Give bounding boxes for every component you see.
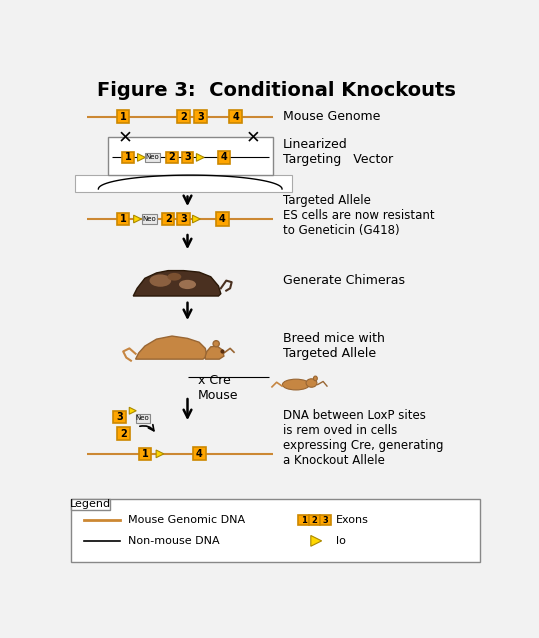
Bar: [162, 213, 174, 225]
Polygon shape: [311, 535, 322, 546]
Text: 2: 2: [165, 214, 171, 224]
Bar: [195, 110, 207, 122]
Bar: [230, 110, 242, 122]
Text: Linearized
Targeting   Vector: Linearized Targeting Vector: [283, 138, 393, 166]
Text: Exons: Exons: [336, 515, 369, 525]
Text: Neo: Neo: [146, 154, 160, 160]
Bar: [71, 498, 480, 561]
Bar: [216, 212, 229, 226]
Text: Generate Chimeras: Generate Chimeras: [283, 274, 405, 287]
Text: 1: 1: [120, 214, 127, 224]
Ellipse shape: [282, 379, 309, 390]
Polygon shape: [136, 336, 207, 359]
Ellipse shape: [213, 341, 219, 347]
Bar: [298, 515, 309, 526]
Bar: [166, 152, 178, 163]
Polygon shape: [192, 215, 201, 223]
Polygon shape: [129, 407, 136, 414]
Text: 1: 1: [142, 449, 148, 459]
Text: 3: 3: [322, 516, 328, 524]
Bar: [218, 151, 230, 163]
Bar: [309, 515, 320, 526]
Text: 2: 2: [169, 152, 175, 163]
Text: Neo: Neo: [136, 415, 149, 422]
Bar: [113, 411, 126, 423]
Bar: [182, 152, 194, 163]
Text: 4: 4: [232, 112, 239, 122]
Bar: [192, 447, 206, 461]
Text: Targeted Allele
ES cells are now resistant
to Geneticin (G418): Targeted Allele ES cells are now resista…: [283, 194, 434, 237]
Text: x Cre
Mouse: x Cre Mouse: [198, 375, 238, 403]
Polygon shape: [134, 215, 141, 223]
Bar: [117, 110, 129, 122]
Text: Neo: Neo: [143, 216, 156, 222]
Text: Mouse Genome: Mouse Genome: [283, 110, 380, 123]
Bar: [142, 214, 157, 224]
Text: 1: 1: [301, 516, 307, 524]
Bar: [71, 498, 110, 510]
Text: 3: 3: [184, 152, 191, 163]
Ellipse shape: [179, 280, 196, 289]
Bar: [116, 427, 130, 440]
Bar: [75, 175, 292, 192]
Text: 3: 3: [180, 214, 187, 224]
Text: lo: lo: [336, 536, 346, 546]
Text: 2: 2: [312, 516, 317, 524]
Bar: [177, 213, 190, 225]
Text: 4: 4: [196, 449, 203, 459]
Ellipse shape: [314, 376, 317, 381]
Ellipse shape: [306, 379, 317, 387]
Bar: [177, 110, 190, 122]
Text: 4: 4: [220, 152, 227, 163]
Bar: [117, 213, 129, 225]
Ellipse shape: [149, 274, 171, 286]
Polygon shape: [205, 346, 224, 359]
Text: 1: 1: [125, 152, 131, 163]
Text: 1: 1: [120, 112, 127, 122]
Bar: [122, 152, 134, 163]
Text: 3: 3: [197, 112, 204, 122]
Polygon shape: [133, 271, 221, 296]
Text: Legend: Legend: [70, 500, 111, 509]
Polygon shape: [196, 154, 204, 161]
Bar: [320, 515, 331, 526]
Bar: [136, 414, 149, 423]
Text: Breed mice with
Targeted Allele: Breed mice with Targeted Allele: [283, 332, 385, 360]
Polygon shape: [137, 154, 146, 161]
Text: Figure 3:  Conditional Knockouts: Figure 3: Conditional Knockouts: [97, 81, 455, 100]
Text: 4: 4: [219, 214, 226, 224]
Polygon shape: [156, 450, 164, 457]
Text: Non-mouse DNA: Non-mouse DNA: [128, 536, 219, 546]
Ellipse shape: [167, 273, 181, 281]
Text: 2: 2: [120, 429, 127, 439]
Bar: [139, 448, 151, 460]
Text: DNA between LoxP sites
is rem oved in cells
expressing Cre, generating
a Knockou: DNA between LoxP sites is rem oved in ce…: [283, 410, 443, 468]
Bar: [145, 152, 161, 162]
Bar: [108, 137, 273, 175]
Text: 3: 3: [116, 412, 123, 422]
Text: 2: 2: [180, 112, 187, 122]
Text: Mouse Genomic DNA: Mouse Genomic DNA: [128, 515, 245, 525]
